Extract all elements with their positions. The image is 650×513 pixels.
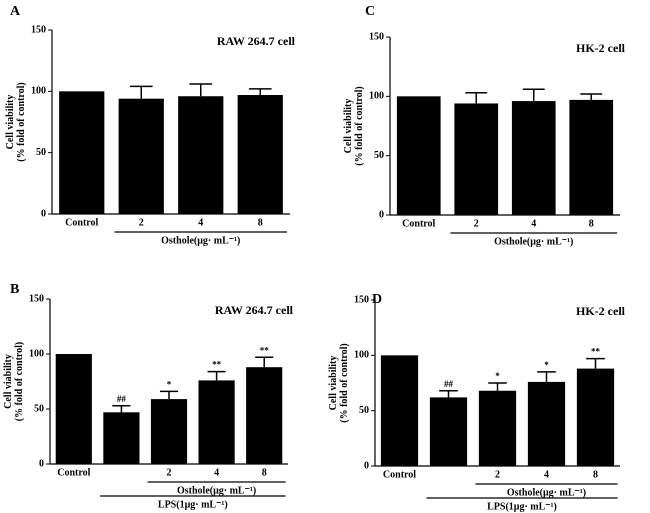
y-tick-label: 50 xyxy=(34,403,44,414)
bar xyxy=(237,95,283,214)
group-label: LPS(1μg· mL⁻¹) xyxy=(158,499,228,510)
y-axis-label: Cell viability(% fold of control) xyxy=(328,343,350,423)
y-axis-label: Cell viability(% fold of control) xyxy=(5,82,27,162)
bar xyxy=(478,390,517,466)
group-label: Osthole(μg· mL⁻¹) xyxy=(494,236,573,247)
bar xyxy=(246,367,283,464)
y-axis-label-line: Cell viability xyxy=(3,354,14,409)
significance-label: * xyxy=(167,379,172,389)
x-tick-label: 2 xyxy=(139,217,144,228)
x-tick-label: Control xyxy=(383,469,416,480)
y-axis-label-line: (% fold of control) xyxy=(354,86,365,166)
cell-label: RAW 264.7 cell xyxy=(215,303,294,317)
y-tick-label: 100 xyxy=(29,348,44,359)
panel-letter: A xyxy=(10,4,21,19)
y-axis-label-line: Cell viability xyxy=(328,356,339,411)
y-axis-label-line: (% fold of control) xyxy=(14,342,25,422)
group-label: LPS(1μg· mL⁻¹) xyxy=(487,501,557,512)
y-tick-label: 100 xyxy=(31,86,46,97)
y-axis-label-line: Cell viability xyxy=(5,95,16,150)
y-axis-label-line: (% fold of control) xyxy=(339,343,350,423)
y-tick-label: 0 xyxy=(364,460,369,471)
bar xyxy=(429,397,468,466)
x-tick-label: 2 xyxy=(167,467,172,478)
y-tick-label: 50 xyxy=(374,150,384,161)
x-tick-label: 8 xyxy=(258,217,263,228)
y-tick-label: 100 xyxy=(354,350,369,361)
y-axis-label: Cell viability(% fold of control) xyxy=(343,86,365,166)
bar xyxy=(118,98,164,214)
bar xyxy=(59,91,105,214)
panel-letter: B xyxy=(10,282,19,297)
bar xyxy=(527,381,566,466)
significance-label: ** xyxy=(591,347,601,357)
panel-letter: C xyxy=(365,4,375,19)
y-tick-label: 150 xyxy=(29,293,44,304)
significance-label: ## xyxy=(444,379,454,389)
x-tick-label: 2 xyxy=(495,469,500,480)
bar xyxy=(103,412,140,464)
y-tick-label: 150 xyxy=(354,294,369,305)
y-tick-label: 50 xyxy=(359,405,369,416)
significance-label: * xyxy=(544,360,549,370)
bar xyxy=(55,354,92,464)
group-label: Osthole(μg· mL⁻¹) xyxy=(177,485,256,496)
y-tick-label: 50 xyxy=(36,147,46,158)
x-tick-label: 4 xyxy=(198,217,203,228)
bar xyxy=(178,96,224,214)
x-tick-label: 4 xyxy=(531,218,536,229)
y-tick-label: 0 xyxy=(39,458,44,469)
y-tick-label: 150 xyxy=(369,31,384,42)
x-tick-label: Control xyxy=(57,467,90,478)
group-label: Osthole(μg· mL⁻¹) xyxy=(161,235,240,246)
bar xyxy=(396,96,441,215)
cell-label: RAW 264.7 cell xyxy=(217,34,296,48)
x-tick-label: 4 xyxy=(544,469,549,480)
bar xyxy=(569,99,614,215)
x-tick-label: Control xyxy=(402,218,435,229)
significance-label: ** xyxy=(260,345,270,355)
significance-label: ## xyxy=(117,394,127,404)
x-tick-label: Control xyxy=(65,217,98,228)
x-tick-label: 2 xyxy=(474,218,479,229)
y-tick-label: 0 xyxy=(379,209,384,220)
cell-label: HK-2 cell xyxy=(576,304,626,318)
y-axis-label: Cell viability(% fold of control) xyxy=(3,342,25,422)
panel-letter: D xyxy=(372,292,382,307)
y-axis-label-line: Cell viability xyxy=(343,99,354,154)
bar xyxy=(576,368,615,466)
y-axis-label-line: (% fold of control) xyxy=(16,82,27,162)
significance-label: ** xyxy=(212,360,222,370)
x-tick-label: 8 xyxy=(262,467,267,478)
x-tick-label: 8 xyxy=(589,218,594,229)
x-tick-label: 4 xyxy=(214,467,219,478)
bar xyxy=(150,399,188,464)
group-label: Osthole(μg· mL⁻¹) xyxy=(507,487,586,498)
bar xyxy=(511,101,556,215)
significance-label: * xyxy=(495,371,500,381)
cell-label: HK-2 cell xyxy=(576,41,626,55)
y-tick-label: 0 xyxy=(41,208,46,219)
bar xyxy=(454,103,499,215)
y-tick-label: 150 xyxy=(31,24,46,35)
bar xyxy=(380,355,419,466)
y-tick-label: 100 xyxy=(369,91,384,102)
bar xyxy=(198,380,235,464)
x-tick-label: 8 xyxy=(593,469,598,480)
